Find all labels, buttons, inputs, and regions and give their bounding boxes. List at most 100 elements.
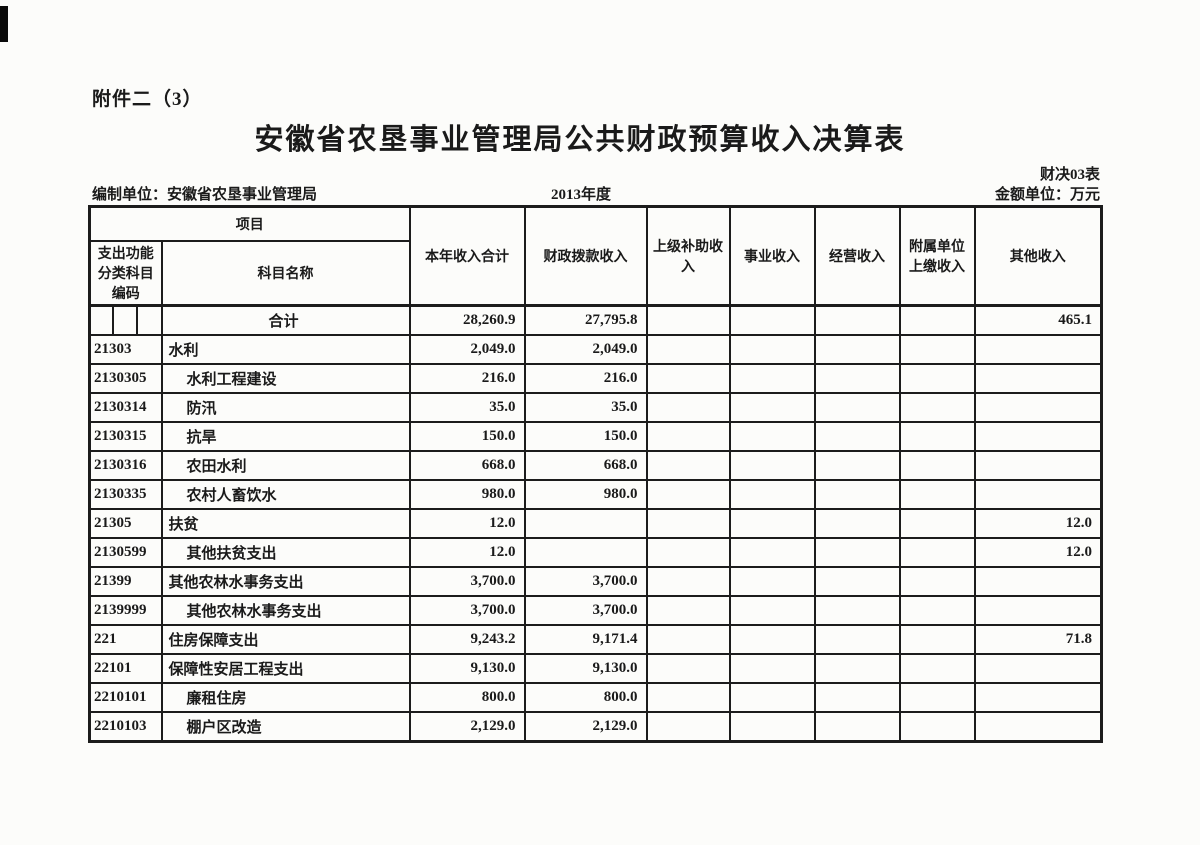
value-cell: 216.0 xyxy=(408,363,526,394)
value-cell: 980.0 xyxy=(408,479,526,510)
value-cell xyxy=(645,624,731,655)
value-cell xyxy=(645,537,731,568)
value-cell: 35.0 xyxy=(408,392,526,423)
code-cell: 2139999 xyxy=(88,595,163,626)
value-cell xyxy=(898,304,976,336)
value-cell xyxy=(728,363,816,394)
value-cell: 9,171.4 xyxy=(523,624,648,655)
value-cell xyxy=(973,566,1103,597)
table-row: 221 住房保障支出 9,243.2 9,171.4 71.8 xyxy=(88,624,1103,655)
table-row: 合计 28,260.9 27,795.8 465.1 xyxy=(88,304,1103,336)
code-cell: 221 xyxy=(88,624,163,655)
value-cell: 2,129.0 xyxy=(408,711,526,743)
header-col-fiscal-appropriation: 财政拨款收入 xyxy=(523,205,648,307)
page-title: 安徽省农垦事业管理局公共财政预算收入决算表 xyxy=(254,124,906,156)
code-cell: 2210101 xyxy=(88,682,163,713)
value-cell xyxy=(813,304,901,336)
subject-name-cell: 水利 xyxy=(160,334,411,365)
table-row: 21399 其他农林水事务支出 3,700.0 3,700.0 xyxy=(88,566,1103,597)
value-cell: 2,049.0 xyxy=(408,334,526,365)
value-cell xyxy=(973,334,1103,365)
value-cell: 216.0 xyxy=(523,363,648,394)
value-cell xyxy=(898,537,976,568)
code-cell xyxy=(88,304,163,336)
value-cell: 27,795.8 xyxy=(523,304,648,336)
header-row-project: 项目 本年收入合计 财政拨款收入 上级补助收入 事业收入 经营收入 附属单位上缴… xyxy=(88,205,1103,307)
code-cell: 2130314 xyxy=(88,392,163,423)
value-cell xyxy=(645,421,731,452)
value-cell xyxy=(813,682,901,713)
subject-name-cell: 住房保障支出 xyxy=(160,624,411,655)
value-cell: 12.0 xyxy=(408,508,526,539)
prepared-by-label: 编制单位：安徽省农垦事业管理局 xyxy=(92,183,318,207)
value-cell: 12.0 xyxy=(973,508,1103,539)
value-cell: 3,700.0 xyxy=(408,566,526,597)
value-cell: 9,130.0 xyxy=(408,653,526,684)
code-cell: 2130335 xyxy=(88,479,163,510)
value-cell xyxy=(898,711,976,743)
value-cell: 9,130.0 xyxy=(523,653,648,684)
subject-name-cell: 廉租住房 xyxy=(160,682,411,713)
code-cell: 22101 xyxy=(88,653,163,684)
value-cell xyxy=(898,595,976,626)
value-cell xyxy=(728,450,816,481)
value-cell xyxy=(523,508,648,539)
value-cell xyxy=(973,653,1103,684)
amount-unit-label: 金额单位：万元 xyxy=(994,187,1100,203)
value-cell: 668.0 xyxy=(523,450,648,481)
value-cell xyxy=(973,682,1103,713)
subject-name-cell: 其他农林水事务支出 xyxy=(160,566,411,597)
table-row: 2139999 其他农林水事务支出 3,700.0 3,700.0 xyxy=(88,595,1103,626)
value-cell xyxy=(645,653,731,684)
header-col-business-income: 事业收入 xyxy=(728,205,816,307)
value-cell xyxy=(728,304,816,336)
value-cell xyxy=(645,711,731,743)
table-row: 2130315 抗旱 150.0 150.0 xyxy=(88,421,1103,452)
value-cell xyxy=(813,711,901,743)
value-cell xyxy=(645,304,731,336)
value-cell: 980.0 xyxy=(523,479,648,510)
code-cell: 2130316 xyxy=(88,450,163,481)
code-subcell xyxy=(114,307,139,334)
value-cell xyxy=(973,479,1103,510)
value-cell xyxy=(728,711,816,743)
value-cell: 3,700.0 xyxy=(523,595,648,626)
value-cell xyxy=(813,595,901,626)
value-cell: 3,700.0 xyxy=(408,595,526,626)
value-cell: 150.0 xyxy=(408,421,526,452)
header-col-other-income: 其他收入 xyxy=(973,205,1103,307)
value-cell xyxy=(898,682,976,713)
value-cell xyxy=(898,334,976,365)
value-cell: 668.0 xyxy=(408,450,526,481)
value-cell xyxy=(898,363,976,394)
value-cell: 150.0 xyxy=(523,421,648,452)
subject-name-cell: 其他农林水事务支出 xyxy=(160,595,411,626)
value-cell xyxy=(728,682,816,713)
value-cell xyxy=(645,363,731,394)
value-cell xyxy=(813,537,901,568)
code-cell: 21399 xyxy=(88,566,163,597)
value-cell xyxy=(813,450,901,481)
value-cell xyxy=(813,334,901,365)
subject-name-cell: 保障性安居工程支出 xyxy=(160,653,411,684)
form-code-label: 财决03表 xyxy=(1039,167,1100,183)
value-cell: 35.0 xyxy=(523,392,648,423)
value-cell xyxy=(898,653,976,684)
value-cell xyxy=(973,450,1103,481)
value-cell xyxy=(973,392,1103,423)
value-cell xyxy=(813,624,901,655)
value-cell: 465.1 xyxy=(973,304,1103,336)
value-cell xyxy=(728,624,816,655)
value-cell: 71.8 xyxy=(973,624,1103,655)
value-cell: 9,243.2 xyxy=(408,624,526,655)
header-code: 支出功能分类科目编码 xyxy=(88,240,163,307)
code-subcells xyxy=(92,307,160,334)
value-cell: 2,129.0 xyxy=(523,711,648,743)
value-cell xyxy=(898,450,976,481)
value-cell xyxy=(898,421,976,452)
value-cell xyxy=(728,595,816,626)
value-cell xyxy=(645,479,731,510)
table-row: 2210103 棚户区改造 2,129.0 2,129.0 xyxy=(88,711,1103,743)
table-row: 2130316 农田水利 668.0 668.0 xyxy=(88,450,1103,481)
value-cell xyxy=(645,392,731,423)
